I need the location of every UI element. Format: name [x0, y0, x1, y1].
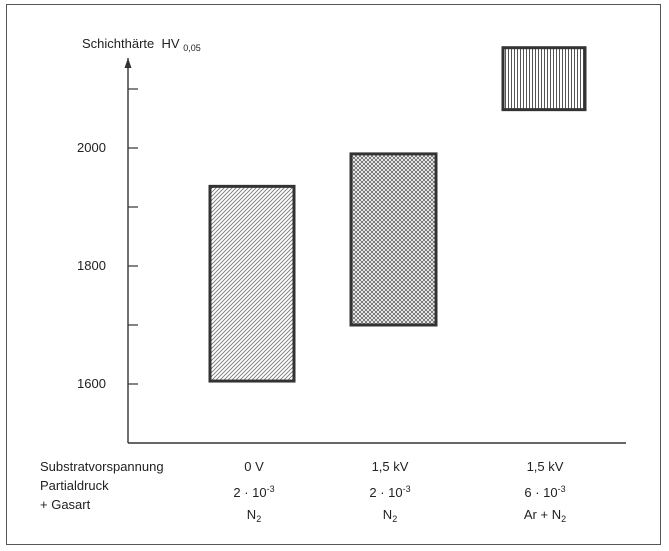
- column-3-bias: 1,5 kV: [526, 459, 564, 474]
- column-2-gas-subscript: 2: [392, 514, 398, 524]
- y-axis-unit-subscript: 0,05: [183, 43, 201, 53]
- row-label-bias: Substratvorspannung: [40, 459, 164, 474]
- bar-1: [208, 184, 296, 383]
- column-2-gas-base: N: [382, 507, 393, 522]
- column-3-pressure-mantissa: 6 · 10: [524, 485, 558, 500]
- bar-2: [349, 152, 438, 327]
- column-2-pressure: 2 · 10-3: [330, 484, 450, 500]
- column-2-pressure-mantissa: 2 · 10: [369, 485, 403, 500]
- column-1-pressure: 2 · 10-3: [194, 484, 314, 500]
- bar-3: [501, 46, 587, 112]
- row-label-gas: + Gasart: [40, 497, 91, 512]
- column-2-gas: N2: [330, 507, 450, 524]
- y-axis-title: Schichthärte HV 0,05: [82, 36, 201, 53]
- column-3-pressure-exponent: -3: [557, 484, 566, 494]
- y-tick-label: 2000: [77, 140, 106, 155]
- column-1-gas: N2: [194, 507, 314, 524]
- column-2-bias: 1,5 kV: [371, 459, 409, 474]
- column-3-gas-base: N: [551, 507, 562, 522]
- column-3-gas: Ar + N2: [485, 507, 605, 524]
- y-tick-label: 1600: [77, 376, 106, 391]
- bars: [208, 46, 587, 383]
- column-1-pressure-mantissa: 2 · 10: [233, 485, 267, 500]
- y-tick-label: 1800: [77, 258, 106, 273]
- column-3-gas-prefix: Ar +: [523, 507, 552, 522]
- column-1-gas-base: N: [246, 507, 257, 522]
- chart-frame: [6, 4, 661, 545]
- row-label-pressure: Partialdruck: [40, 478, 109, 493]
- column-1-gas-subscript: 2: [256, 514, 262, 524]
- column-1-bias: 0 V: [244, 459, 264, 474]
- column-2-pressure-exponent: -3: [402, 484, 411, 494]
- y-axis-label: Schichthärte: [82, 36, 155, 51]
- column-3-gas-subscript: 2: [561, 514, 567, 524]
- column-1-pressure-exponent: -3: [266, 484, 275, 494]
- y-axis-arrow: [124, 58, 132, 68]
- column-3-pressure: 6 · 10-3: [485, 484, 605, 500]
- y-axis-unit: HV: [161, 36, 180, 51]
- axes: [124, 58, 626, 444]
